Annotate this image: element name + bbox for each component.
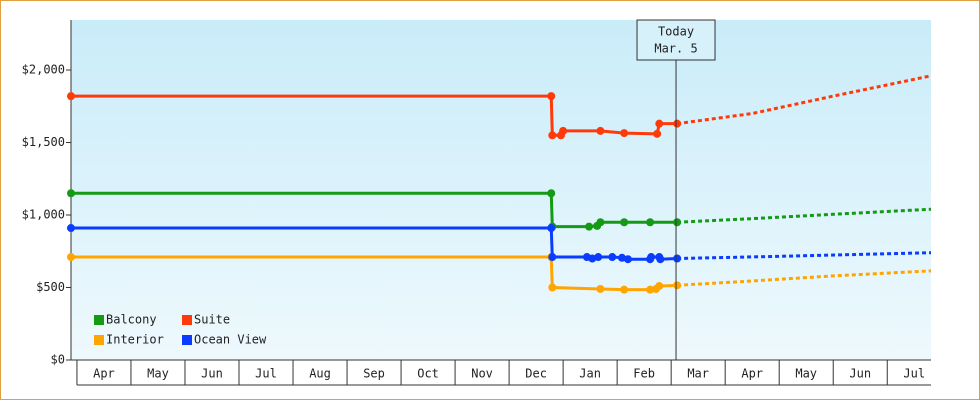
today-label: Mar. 5 (654, 42, 697, 56)
x-tick-label: Nov (471, 367, 493, 381)
price-point (547, 92, 556, 101)
y-tick-label: $2,000 (22, 63, 65, 77)
legend-label: Balcony (106, 313, 157, 327)
price-point (623, 255, 632, 264)
price-point (67, 92, 75, 101)
plot-area (71, 20, 931, 360)
price-point (594, 253, 603, 262)
legend-swatch (182, 335, 192, 345)
x-tick-label: Jun (201, 367, 223, 381)
today-label: Today (658, 25, 694, 39)
y-tick-label: $0 (51, 353, 65, 367)
y-tick-label: $1,000 (22, 208, 65, 222)
y-tick-label: $1,500 (22, 135, 65, 149)
price-point (596, 218, 605, 227)
price-point (547, 224, 556, 233)
price-point (646, 218, 655, 227)
x-tick-label: Jun (849, 367, 871, 381)
x-tick-label: Apr (741, 367, 763, 381)
price-point (620, 218, 629, 227)
price-point (596, 284, 605, 293)
legend-label: Interior (106, 333, 164, 347)
x-tick-label: Jul (903, 367, 925, 381)
price-point (656, 255, 665, 264)
price-point (559, 126, 568, 135)
legend-label: Ocean View (194, 333, 267, 347)
price-point (548, 131, 557, 140)
price-point (647, 253, 656, 262)
y-tick-label: $500 (36, 280, 65, 294)
price-point (655, 119, 664, 128)
legend-swatch (182, 315, 192, 325)
x-tick-label: Apr (93, 367, 115, 381)
x-tick-label: Feb (633, 367, 655, 381)
forecast-line (676, 74, 932, 126)
x-tick-label: Aug (309, 367, 331, 381)
price-point (596, 126, 605, 135)
price-point (655, 282, 664, 291)
price-point (585, 222, 594, 231)
price-point (67, 224, 75, 233)
price-point (620, 129, 629, 138)
today-box (636, 19, 716, 61)
price-point (548, 283, 557, 292)
price-line (71, 94, 678, 137)
x-tick-label: Oct (417, 367, 439, 381)
x-tick-label: Jul (255, 367, 277, 381)
price-point (673, 218, 682, 227)
forecast-line (677, 251, 932, 261)
price-point (547, 189, 556, 198)
legend-swatch (94, 315, 104, 325)
x-tick-label: Jan (579, 367, 601, 381)
legend-swatch (94, 335, 104, 345)
price-point (673, 254, 682, 263)
x-tick-label: Sep (363, 367, 385, 381)
price-point (620, 285, 629, 294)
x-tick-label: Dec (525, 367, 547, 381)
price-point (653, 129, 662, 138)
x-tick-label: May (147, 367, 169, 381)
price-point (673, 119, 682, 128)
price-point (67, 189, 75, 198)
legend-label: Suite (194, 313, 230, 327)
price-point (673, 281, 682, 290)
x-tick-label: May (795, 367, 817, 381)
price-point (67, 253, 75, 262)
price-point (608, 253, 617, 262)
price-point (646, 285, 655, 294)
forecast-line (677, 207, 932, 224)
price-point (548, 253, 557, 262)
x-tick-label: Mar (687, 367, 709, 381)
forecast-line (677, 269, 932, 287)
